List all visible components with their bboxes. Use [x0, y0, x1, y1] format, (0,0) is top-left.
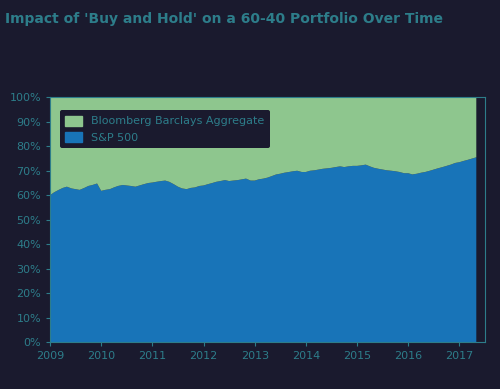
Text: Impact of 'Buy and Hold' on a 60-40 Portfolio Over Time: Impact of 'Buy and Hold' on a 60-40 Port…	[5, 12, 443, 26]
Legend: Bloomberg Barclays Aggregate, S&P 500: Bloomberg Barclays Aggregate, S&P 500	[60, 110, 270, 148]
